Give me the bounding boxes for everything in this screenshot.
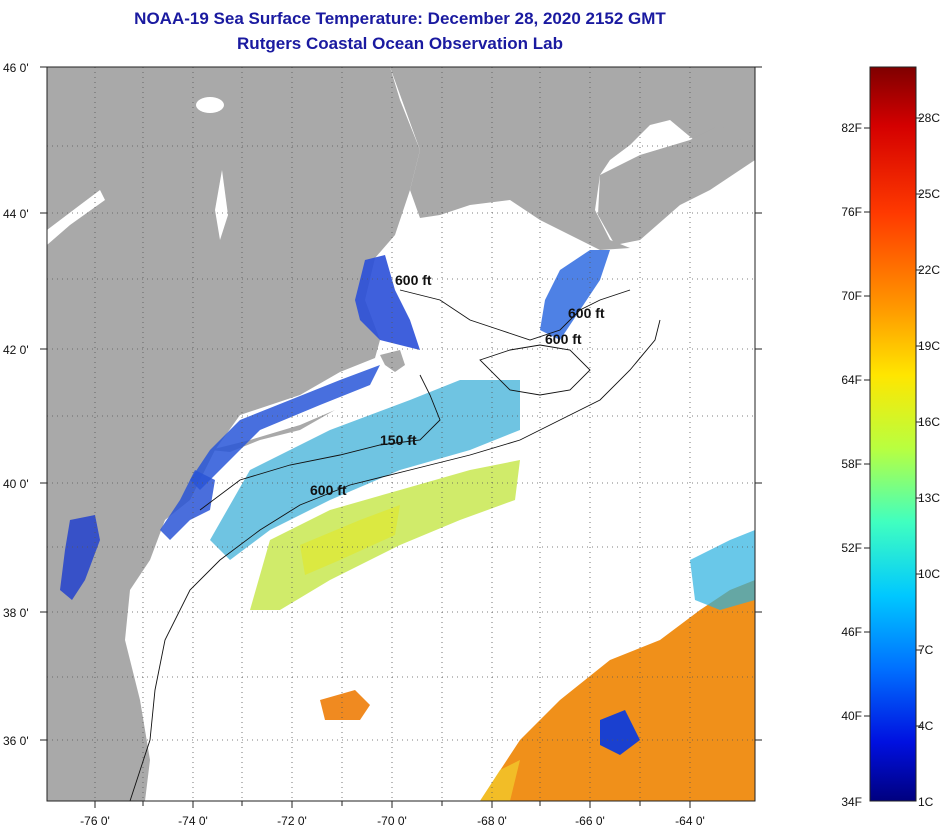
- lake-ontario: [47, 190, 105, 245]
- sst-chesapeake: [60, 515, 100, 600]
- lake-champlain: [215, 170, 228, 240]
- colorbar-f-label: 82F: [841, 121, 862, 135]
- colorbar-c-label: 22C: [918, 263, 940, 277]
- lake-small: [196, 97, 224, 113]
- lat-tick-label: 44 0': [3, 207, 29, 221]
- latitude-labels: 46 0' 44 0' 42 0' 40 0' 38 0' 36 0': [3, 61, 29, 748]
- sst-nj-coast: [160, 470, 215, 540]
- lat-tick-label: 40 0': [3, 477, 29, 491]
- lat-tick-label: 38 0': [3, 606, 29, 620]
- lon-tick-label: -68 0': [477, 814, 507, 828]
- colorbar-c-label: 16C: [918, 415, 940, 429]
- colorbar-f-label: 34F: [841, 795, 862, 809]
- contour-gulf-maine: [399, 289, 631, 341]
- map-grid: [47, 67, 755, 801]
- sst-warm-patch-east: [690, 530, 755, 610]
- contour-600ft: [129, 319, 661, 801]
- colorbar-f-label: 40F: [841, 709, 862, 723]
- colorbar-f-label: 58F: [841, 457, 862, 471]
- colorbar: [869, 66, 917, 802]
- colorbar-f-label: 64F: [841, 373, 862, 387]
- lon-tick-label: -74 0': [178, 814, 208, 828]
- lon-tick-label: -64 0': [675, 814, 705, 828]
- lon-tick-label: -70 0': [377, 814, 407, 828]
- longitude-labels: -76 0' -74 0' -72 0' -70 0' -68 0' -66 0…: [80, 814, 705, 828]
- colorbar-c-label: 4C: [918, 719, 934, 733]
- map-title: NOAA-19 Sea Surface Temperature: Decembe…: [134, 9, 666, 28]
- colorbar-c-label: 28C: [918, 111, 940, 125]
- contour-label: 600 ft: [545, 331, 582, 347]
- land-nova-scotia: [598, 125, 755, 245]
- colorbar-c-label: 13C: [918, 491, 940, 505]
- sst-gulf-of-maine-cold: [355, 255, 420, 350]
- contour-label: 600 ft: [395, 272, 432, 288]
- map-ticks: [40, 66, 762, 808]
- colorbar-c-label: 25C: [918, 187, 940, 201]
- sst-nova-scotia-shelf: [540, 250, 610, 340]
- colorbar-f-label: 70F: [841, 289, 862, 303]
- lon-tick-label: -72 0': [277, 814, 307, 828]
- map-frame: [46, 66, 756, 802]
- contour-georges: [479, 344, 591, 396]
- sst-shelf-teal: [210, 380, 520, 560]
- contour-150ft: [199, 374, 441, 511]
- lon-tick-label: -76 0': [80, 814, 110, 828]
- sst-slope-core: [300, 505, 400, 575]
- contour-label: 600 ft: [310, 482, 347, 498]
- colorbar-c-label: 1C: [918, 795, 934, 809]
- colorbar-celsius-labels: 28C 25C 22C 19C 16C 13C 10C 7C 4C 1C: [918, 111, 940, 809]
- land-us-mainland: [47, 67, 420, 801]
- sst-gulf-stream: [480, 580, 755, 801]
- sst-warm-ring: [320, 690, 370, 720]
- lat-tick-label: 36 0': [3, 734, 29, 748]
- map-subtitle: Rutgers Coastal Ocean Observation Lab: [237, 34, 563, 53]
- land-canada: [390, 67, 755, 250]
- lat-tick-label: 42 0': [3, 343, 29, 357]
- contour-labels: 600 ft 600 ft 600 ft 150 ft 600 ft: [310, 272, 605, 498]
- colorbar-fahrenheit-labels: 82F 76F 70F 64F 58F 52F 46F 40F 34F: [841, 121, 862, 809]
- lon-tick-label: -66 0': [575, 814, 605, 828]
- colorbar-ticks: [864, 117, 922, 727]
- land-cape-cod: [380, 350, 405, 372]
- colorbar-c-label: 19C: [918, 339, 940, 353]
- bathymetry-contours: [129, 289, 661, 801]
- colorbar-f-label: 52F: [841, 541, 862, 555]
- contour-label: 150 ft: [380, 432, 417, 448]
- colorbar-c-label: 10C: [918, 567, 940, 581]
- colorbar-f-label: 46F: [841, 625, 862, 639]
- contour-label: 600 ft: [568, 305, 605, 321]
- colorbar-c-label: 7C: [918, 643, 934, 657]
- colorbar-f-label: 76F: [841, 205, 862, 219]
- sst-new-england-coast: [190, 365, 380, 490]
- lat-tick-label: 46 0': [3, 61, 29, 75]
- sst-gulf-stream-eddy-cold: [600, 710, 640, 755]
- sst-gulf-stream-edge: [480, 760, 520, 801]
